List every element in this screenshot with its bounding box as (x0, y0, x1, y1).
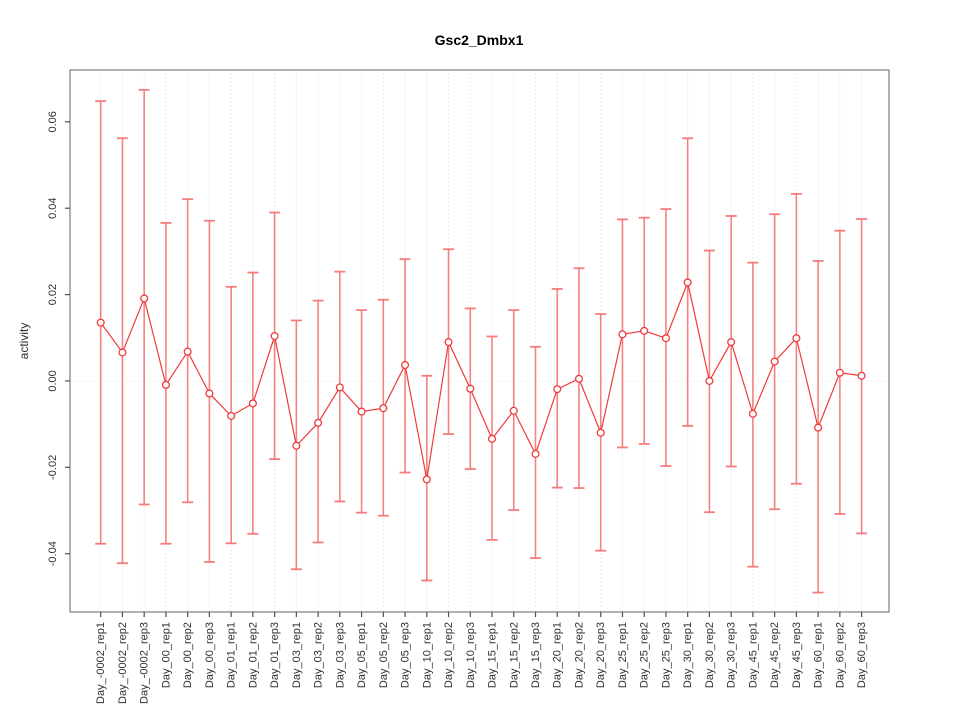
data-point (161, 380, 170, 389)
data-point (596, 428, 605, 437)
series-line (100, 280, 862, 480)
data-point (466, 384, 475, 393)
y-axis-label: -0.02 (47, 455, 59, 480)
x-axis-label: Day_00_rep1 (160, 622, 172, 688)
x-axis-label: Day_20_rep1 (552, 622, 564, 688)
x-axis-label: Day_20_rep2 (573, 622, 585, 688)
data-point (357, 407, 366, 416)
x-axis-label: Day_01_rep2 (247, 622, 259, 688)
x-axis-label: Day_60_rep2 (834, 622, 846, 688)
x-axis-label: Day_00_rep2 (182, 622, 194, 688)
x-axis-label: Day_10_rep2 (443, 622, 455, 688)
y-axis-label: 0.02 (47, 284, 59, 305)
data-point (227, 411, 236, 420)
data-point (183, 347, 192, 356)
data-point (401, 360, 410, 370)
data-point (205, 389, 214, 398)
data-point (857, 371, 866, 380)
data-point (270, 331, 279, 341)
data-point (96, 318, 105, 327)
x-axis-label: Day_45_rep3 (791, 622, 803, 688)
x-axis-label: Day_-0002_rep1 (95, 622, 107, 704)
x-axis-label: Day_01_rep1 (226, 622, 238, 688)
y-axis-label: 0.04 (47, 197, 59, 218)
data-point (748, 409, 757, 418)
data-point (140, 294, 149, 303)
x-axis-label: Day_03_rep1 (291, 622, 303, 688)
data-point (727, 338, 736, 347)
data-point (640, 326, 649, 335)
data-point (574, 374, 584, 383)
x-axis-label: Day_00_rep3 (204, 622, 216, 688)
data-point (292, 441, 301, 450)
data-point (705, 376, 714, 385)
x-axis-label: Day_15_rep2 (508, 622, 520, 688)
x-axis-label: Day_10_rep3 (465, 622, 477, 688)
data-point (335, 383, 344, 392)
data-point (487, 434, 497, 443)
y-axis-title: activity (17, 323, 31, 360)
y-axis-label: 0.00 (47, 370, 59, 391)
x-axis-label: Day_25_rep3 (660, 622, 672, 688)
x-axis-label: Day_30_rep2 (704, 622, 716, 688)
x-axis-label: Day_45_rep1 (747, 622, 759, 688)
data-point (314, 418, 323, 427)
data-point (835, 368, 844, 377)
y-axis-label: 0.06 (47, 111, 59, 132)
x-axis-label: Day_45_rep2 (769, 622, 781, 688)
data-point (553, 385, 562, 394)
x-axis-label: Day_-0002_rep3 (139, 622, 151, 704)
x-axis-label: Day_05_rep1 (356, 622, 368, 688)
data-point (118, 348, 127, 357)
x-axis-label: Day_15_rep3 (530, 622, 542, 688)
x-axis-label: Day_25_rep2 (639, 622, 651, 688)
x-axis-label: Day_15_rep1 (487, 622, 499, 688)
data-point (683, 278, 692, 287)
x-axis-label: Day_01_rep3 (269, 622, 281, 688)
data-point (792, 334, 801, 343)
data-point (422, 475, 431, 484)
plot-border (69, 69, 890, 613)
x-axis-label: Day_10_rep1 (421, 622, 433, 688)
data-point (444, 338, 453, 347)
chart-title: Gsc2_Dmbx1 (435, 32, 524, 48)
x-axis-label: Day_30_rep3 (726, 622, 738, 688)
x-axis-label: Day_03_rep2 (313, 622, 325, 688)
x-axis-label: Day_30_rep1 (682, 622, 694, 688)
data-point (248, 399, 257, 408)
x-axis-label: Day_60_rep1 (813, 622, 825, 688)
data-point (618, 330, 627, 339)
x-axis-label: Day_03_rep3 (334, 622, 346, 688)
data-point (661, 334, 670, 343)
x-axis-label: Day_-0002_rep2 (117, 622, 129, 704)
y-axis-label: -0.04 (47, 541, 59, 566)
x-axis-label: Day_05_rep3 (400, 622, 412, 688)
data-point (509, 406, 518, 415)
data-point (814, 423, 823, 432)
x-axis-label: Day_60_rep3 (856, 622, 868, 688)
data-point (770, 357, 779, 366)
x-axis-label: Day_05_rep2 (378, 622, 390, 688)
data-point (379, 404, 388, 413)
data-point (531, 449, 540, 458)
x-axis-label: Day_25_rep1 (617, 622, 629, 688)
x-axis-label: Day_20_rep3 (595, 622, 607, 688)
